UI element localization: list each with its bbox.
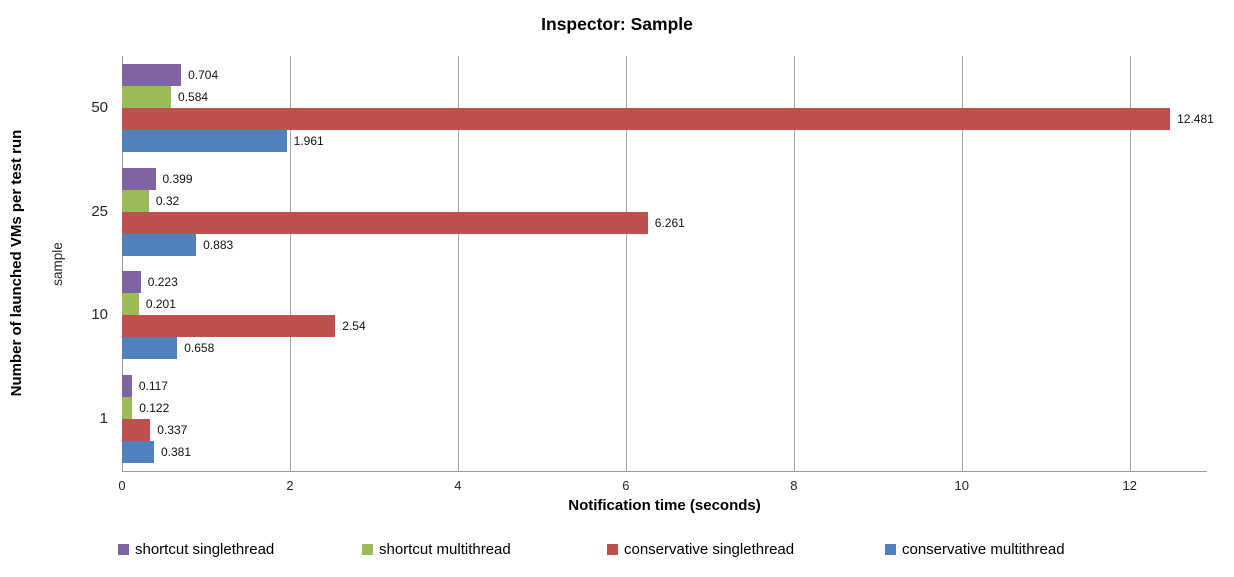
- value-label: 12.481: [1177, 111, 1214, 126]
- gridline: [289, 56, 291, 471]
- legend-item-shortcut-singlethread: shortcut singlethread: [118, 541, 274, 558]
- bar-shortcut-singlethread-50: [122, 63, 182, 86]
- y-axis-title: Number of launched VMs per test run: [8, 129, 25, 397]
- value-label: 0.223: [147, 275, 178, 290]
- category-label: 1: [99, 410, 108, 428]
- x-tick-label: 0: [118, 478, 126, 493]
- legend-item-conservative-singlethread: conservative singlethread: [607, 541, 794, 558]
- value-label: 1.961: [293, 133, 324, 148]
- bar-conservative-singlethread-50: [122, 107, 1171, 130]
- legend-label: conservative singlethread: [624, 541, 795, 558]
- x-tick-label: 2: [286, 478, 294, 493]
- value-label: 0.122: [139, 401, 170, 416]
- y-axis-subtitle: sample: [50, 242, 65, 286]
- bar-shortcut-multithread-10: [122, 293, 139, 316]
- legend-swatch-icon: [885, 544, 896, 555]
- legend-swatch-icon: [607, 544, 618, 555]
- value-label: 0.658: [184, 341, 215, 356]
- legend-label: shortcut singlethread: [135, 541, 275, 558]
- category-label: 25: [91, 202, 108, 220]
- bar-conservative-multithread-25: [122, 233, 197, 256]
- x-axis-title: Notification time (seconds): [568, 497, 761, 514]
- bar-shortcut-singlethread-1: [122, 375, 132, 398]
- value-label: 0.883: [203, 237, 234, 252]
- bar-conservative-multithread-1: [122, 441, 154, 464]
- value-label: 0.584: [178, 89, 209, 104]
- category-label: 50: [91, 98, 108, 116]
- bar-shortcut-multithread-1: [122, 397, 133, 420]
- bar-conservative-singlethread-25: [122, 211, 648, 234]
- value-label: 0.117: [138, 379, 168, 394]
- legend-label: conservative multithread: [902, 541, 1065, 558]
- legend-item-shortcut-multithread: shortcut multithread: [362, 541, 511, 558]
- bar-conservative-multithread-50: [122, 129, 287, 152]
- x-tick-label: 4: [454, 478, 462, 493]
- bar-conservative-singlethread-1: [122, 419, 151, 442]
- category-label: 10: [91, 306, 108, 324]
- x-axis-line: [122, 471, 1207, 472]
- bar-shortcut-multithread-50: [122, 85, 172, 108]
- y-axis-line: [122, 56, 123, 471]
- x-tick-label: 10: [954, 478, 970, 493]
- gridline: [625, 56, 627, 471]
- legend-swatch-icon: [118, 544, 129, 555]
- legend-label: shortcut multithread: [379, 541, 511, 558]
- value-label: 0.337: [157, 423, 188, 438]
- value-label: 2.54: [342, 319, 366, 334]
- x-tick-label: 6: [622, 478, 630, 493]
- legend-item-conservative-multithread: conservative multithread: [885, 541, 1065, 558]
- value-label: 6.261: [654, 215, 685, 230]
- x-tick-label: 8: [790, 478, 798, 493]
- gridline: [793, 56, 795, 471]
- value-label: 0.32: [155, 193, 180, 208]
- value-label: 0.201: [145, 297, 176, 312]
- legend-swatch-icon: [362, 544, 373, 555]
- x-tick-label: 12: [1122, 478, 1137, 493]
- value-label: 0.704: [188, 67, 219, 82]
- value-label: 0.399: [162, 171, 193, 186]
- value-label: 0.381: [160, 445, 192, 460]
- gridline: [961, 56, 963, 471]
- bar-shortcut-multithread-25: [122, 189, 149, 212]
- gridline: [457, 56, 459, 471]
- bar-conservative-multithread-10: [122, 337, 178, 360]
- gridline: [1129, 56, 1131, 471]
- bar-conservative-singlethread-10: [122, 315, 336, 338]
- bar-shortcut-singlethread-25: [122, 167, 156, 190]
- bar-shortcut-singlethread-10: [122, 271, 141, 294]
- chart-title: Inspector: Sample: [541, 14, 693, 34]
